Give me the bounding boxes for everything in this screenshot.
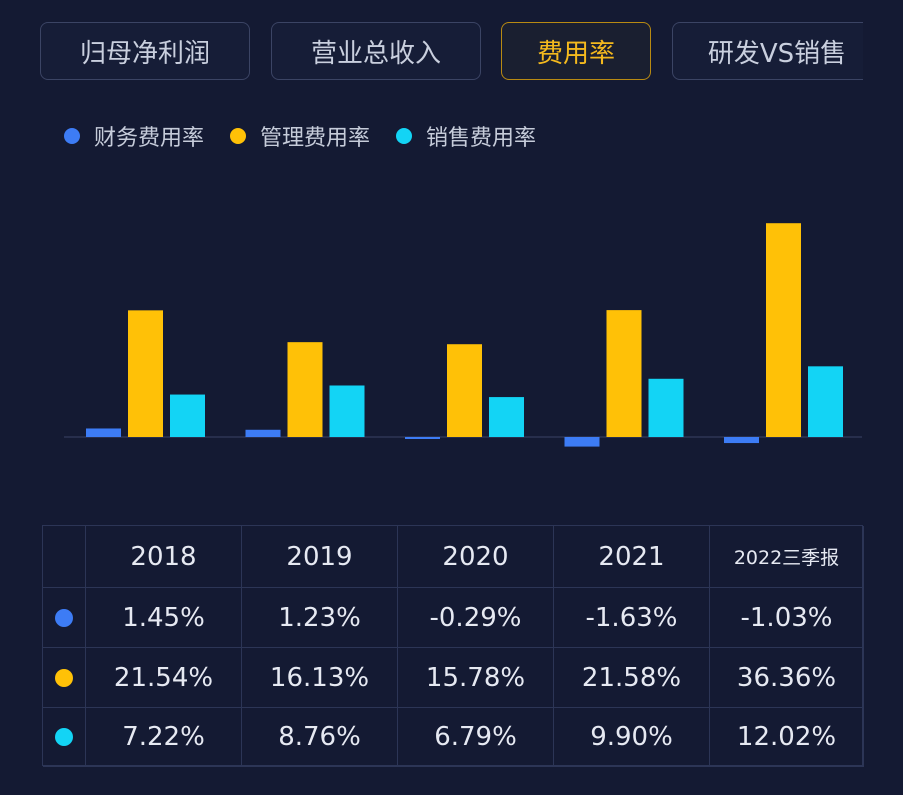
row-dot-sales — [55, 728, 73, 746]
tab-revenue[interactable]: 营业总收入 — [271, 22, 481, 80]
table-header-2018: 2018 — [86, 526, 242, 588]
table-header-2022q3: 2022三季报 — [710, 526, 864, 588]
bar-sales-2[interactable] — [489, 397, 524, 437]
bar-sales-1[interactable] — [329, 385, 365, 437]
legend-label-finance: 财务费用率 — [94, 126, 205, 151]
row-marker-admin — [43, 648, 86, 708]
table-cell: 7.22% — [86, 708, 242, 767]
bar-sales-3[interactable] — [648, 378, 684, 437]
bar-finance-2[interactable] — [405, 437, 440, 439]
table-header-2019: 2019 — [242, 526, 398, 588]
table-header-2021: 2021 — [554, 526, 710, 588]
bar-sales-4[interactable] — [808, 366, 843, 437]
legend-label-admin: 管理费用率 — [260, 126, 371, 151]
data-table: 2018 2019 2020 2021 2022三季报 1.45% 1.23% … — [42, 525, 864, 767]
bar-admin-0[interactable] — [128, 310, 163, 437]
table-cell: 16.13% — [242, 648, 398, 708]
bar-finance-0[interactable] — [86, 428, 121, 437]
table-cell: 9.90% — [554, 708, 710, 767]
table-corner — [43, 526, 86, 588]
table-cell: -1.03% — [710, 588, 864, 648]
bar-finance-3[interactable] — [564, 437, 600, 447]
table-cell: 21.54% — [86, 648, 242, 708]
table-cell: 15.78% — [398, 648, 554, 708]
legend-item-finance[interactable]: 财务费用率 — [64, 120, 204, 152]
table-cell: -1.63% — [554, 588, 710, 648]
table-header-2020: 2020 — [398, 526, 554, 588]
table-cell: 21.58% — [554, 648, 710, 708]
bar-admin-4[interactable] — [766, 223, 801, 437]
bar-admin-3[interactable] — [606, 310, 642, 437]
bar-finance-1[interactable] — [245, 429, 281, 437]
tab-expense-ratio[interactable]: 费用率 — [501, 22, 651, 80]
row-marker-sales — [43, 708, 86, 767]
tab-rd-vs-sales[interactable]: 研发VS销售 — [672, 22, 863, 80]
bar-admin-1[interactable] — [287, 342, 323, 437]
legend-label-sales: 销售费用率 — [426, 126, 537, 151]
table-cell: 8.76% — [242, 708, 398, 767]
bar-chart — [64, 223, 862, 447]
bar-sales-0[interactable] — [170, 394, 205, 437]
bar-admin-2[interactable] — [447, 344, 482, 437]
table-cell: 1.23% — [242, 588, 398, 648]
table-cell: 6.79% — [398, 708, 554, 767]
row-dot-finance — [55, 608, 73, 627]
chart-legend: 财务费用率 管理费用率 销售费用率 — [64, 118, 562, 154]
table-cell: 1.45% — [86, 588, 242, 648]
legend-dot-finance — [64, 128, 80, 144]
table-cell: 12.02% — [710, 708, 864, 767]
bar-finance-4[interactable] — [724, 437, 759, 444]
row-dot-admin — [55, 668, 73, 687]
legend-dot-admin — [230, 128, 247, 144]
tab-net-profit[interactable]: 归母净利润 — [40, 22, 250, 80]
legend-dot-sales — [396, 128, 413, 144]
legend-item-admin[interactable]: 管理费用率 — [230, 120, 370, 152]
row-marker-finance — [43, 588, 86, 648]
table-cell: 36.36% — [710, 648, 864, 708]
table-cell: -0.29% — [398, 588, 554, 648]
tab-bar: 归母净利润 营业总收入 费用率 研发VS销售 — [40, 22, 863, 82]
legend-item-sales[interactable]: 销售费用率 — [396, 120, 536, 152]
